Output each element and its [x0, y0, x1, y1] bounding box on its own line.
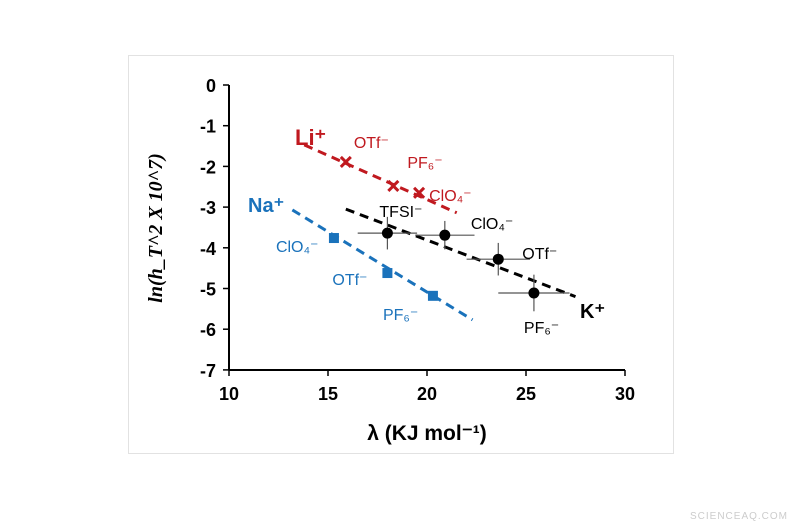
data-point	[328, 233, 339, 244]
data-point	[339, 155, 352, 168]
y-tick-label: -7	[200, 361, 216, 381]
point-label: PF₆⁻	[524, 320, 559, 337]
trendline	[345, 207, 577, 299]
chart-frame	[128, 55, 674, 454]
data-point	[413, 186, 426, 199]
data-point	[382, 268, 393, 279]
point-label: OTf⁻	[332, 272, 367, 289]
y-axis-label: ln(h_T^2 X 10^7)	[145, 153, 167, 302]
y-tick-label: -5	[200, 280, 216, 300]
y-tick-label: -1	[200, 117, 216, 137]
x-tick-label: 10	[219, 384, 239, 404]
point-label: OTf⁻	[354, 135, 389, 152]
series-label: K⁺	[580, 301, 605, 323]
point-label: PF₆⁻	[407, 155, 442, 172]
y-tick-label: -6	[200, 320, 216, 340]
x-tick-label: 20	[417, 384, 437, 404]
series-label: Na⁺	[248, 195, 284, 217]
data-point	[427, 290, 438, 301]
y-tick-label: -2	[200, 157, 216, 177]
x-axis-label: λ (KJ mol⁻¹)	[367, 422, 487, 445]
y-tick-label: -3	[200, 198, 216, 218]
point-label: OTf⁻	[522, 246, 557, 263]
series-label: Li⁺	[295, 125, 326, 150]
data-point	[387, 179, 400, 192]
data-point	[492, 253, 504, 265]
point-label: ClO₄⁻	[276, 239, 319, 256]
trendline	[303, 143, 458, 215]
watermark: SCIENCEAQ.COM	[689, 511, 788, 522]
trendline	[291, 208, 474, 322]
point-label: TFSI⁻	[379, 204, 422, 221]
x-tick-label: 15	[318, 384, 338, 404]
data-point	[439, 229, 451, 241]
y-tick-label: -4	[200, 239, 216, 259]
point-label: ClO₄⁻	[471, 216, 514, 233]
data-point	[528, 287, 540, 299]
data-point	[381, 227, 393, 239]
x-tick-label: 25	[516, 384, 536, 404]
x-tick-label: 30	[615, 384, 635, 404]
point-label: PF₆⁻	[383, 307, 418, 324]
point-label: ClO₄⁻	[429, 188, 472, 205]
y-tick-label: 0	[206, 76, 216, 96]
